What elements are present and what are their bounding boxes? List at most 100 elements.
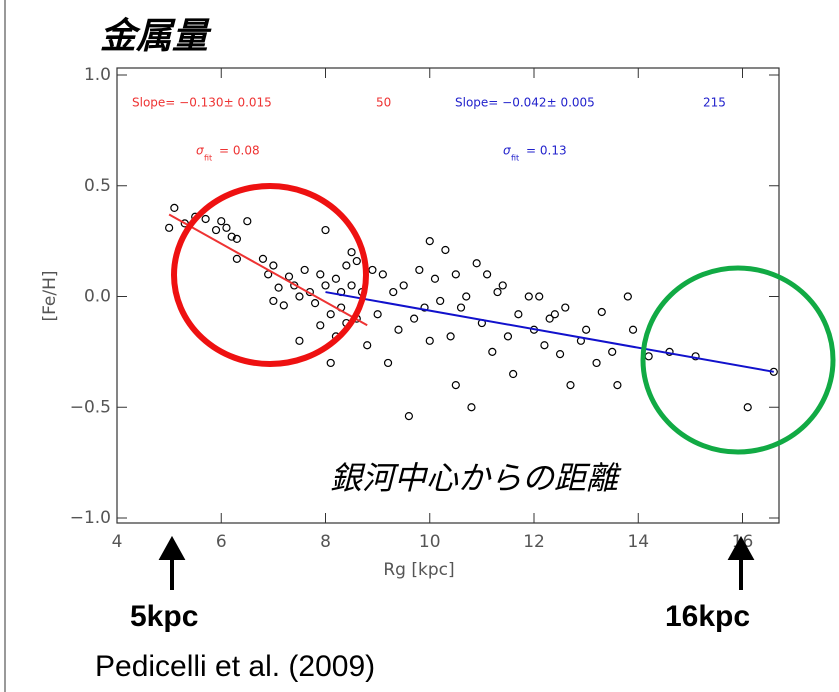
data-point (295, 336, 304, 345)
data-point (284, 272, 294, 281)
data-point (363, 341, 372, 350)
data-point (425, 336, 434, 345)
data-point (326, 310, 335, 319)
data-point (165, 223, 174, 232)
marker-label: 5kpc (130, 600, 198, 633)
annotation: = 0.13 (526, 144, 567, 158)
data-point (498, 281, 507, 290)
fit-line (168, 213, 368, 327)
data-point (258, 254, 268, 263)
x-tick-label: 6 (216, 532, 227, 552)
data-point (232, 234, 241, 244)
y-tick-label: −0.5 (70, 397, 111, 417)
data-point (743, 403, 752, 412)
x-axis-label: Rg [kpc] (383, 560, 454, 580)
data-point (524, 292, 533, 301)
data-point (623, 292, 632, 301)
data-point (394, 325, 403, 334)
data-point (545, 314, 554, 323)
data-point (420, 303, 429, 312)
data-point (415, 265, 424, 275)
data-point (331, 274, 341, 283)
data-point (608, 347, 617, 356)
data-point (436, 296, 445, 306)
data-point (321, 281, 330, 290)
data-point (222, 223, 231, 232)
annotation: = 0.08 (219, 144, 260, 158)
data-point (232, 254, 241, 263)
annotation: σ (196, 144, 204, 158)
data-point (535, 292, 544, 301)
data-point (326, 358, 335, 368)
data-point (279, 301, 288, 310)
data-point (373, 310, 382, 319)
marker-label: 16kpc (665, 600, 750, 633)
arrows (158, 535, 755, 590)
data-point (378, 270, 387, 279)
fit-line (325, 291, 774, 373)
data-point (509, 369, 518, 379)
data-point (300, 265, 309, 275)
x-tick-label: 10 (419, 532, 441, 552)
x-tick-label: 4 (112, 532, 123, 552)
data-point (561, 303, 570, 312)
data-point (243, 217, 252, 226)
data-point (269, 261, 278, 270)
data-point (597, 307, 606, 317)
highlight-circle (171, 183, 369, 367)
data-point (342, 261, 351, 270)
data-point (399, 281, 408, 290)
data-point (274, 283, 283, 292)
annotation: Slope= −0.130± 0.015 (132, 96, 272, 110)
data-point (389, 287, 398, 297)
data-point (514, 310, 523, 319)
data-point (493, 287, 502, 297)
data-point (295, 292, 304, 301)
data-point (540, 341, 549, 350)
data-point (628, 325, 638, 334)
data-point (644, 352, 653, 361)
y-axis-label: [Fe/H] (40, 270, 60, 321)
data-point (201, 214, 210, 224)
data-point (555, 349, 565, 359)
data-point (441, 245, 450, 255)
data-point (310, 299, 320, 308)
y-tick-label: −1.0 (70, 508, 111, 528)
y-tick-label: 0.0 (84, 287, 111, 307)
data-point (269, 296, 278, 306)
data-point (217, 217, 226, 226)
data-point (321, 225, 330, 235)
citation: Pedicelli et al. (2009) (95, 650, 375, 683)
data-point (368, 265, 377, 275)
y-tick-label: 1.0 (84, 65, 111, 85)
data-point (410, 314, 419, 323)
y-tick-label: 0.5 (84, 176, 111, 196)
data-point (613, 381, 622, 390)
annotation: σ (503, 144, 511, 158)
annotation: fit (511, 154, 519, 163)
data-point (482, 270, 492, 279)
highlight-circle (640, 265, 836, 455)
data-point (316, 270, 325, 279)
annotation: 50 (376, 96, 391, 110)
distance-label: 銀河中心からの距離 (330, 459, 622, 497)
data-point (430, 274, 440, 283)
data-point (467, 403, 476, 412)
x-tick-label: 8 (320, 532, 331, 552)
data-point (316, 321, 325, 330)
data-point (488, 347, 497, 356)
data-point (446, 332, 455, 341)
data-point (170, 203, 179, 212)
x-tick-label: 12 (523, 532, 545, 552)
chart-title: 金属量 (100, 16, 212, 57)
data-point (425, 237, 434, 246)
annotation: fit (204, 154, 212, 163)
data-point (503, 332, 513, 341)
data-point (404, 412, 414, 421)
data-point (211, 225, 221, 235)
plot-frame (116, 67, 780, 524)
data-point (550, 310, 559, 319)
data-point (462, 292, 471, 301)
data-point (451, 381, 460, 390)
